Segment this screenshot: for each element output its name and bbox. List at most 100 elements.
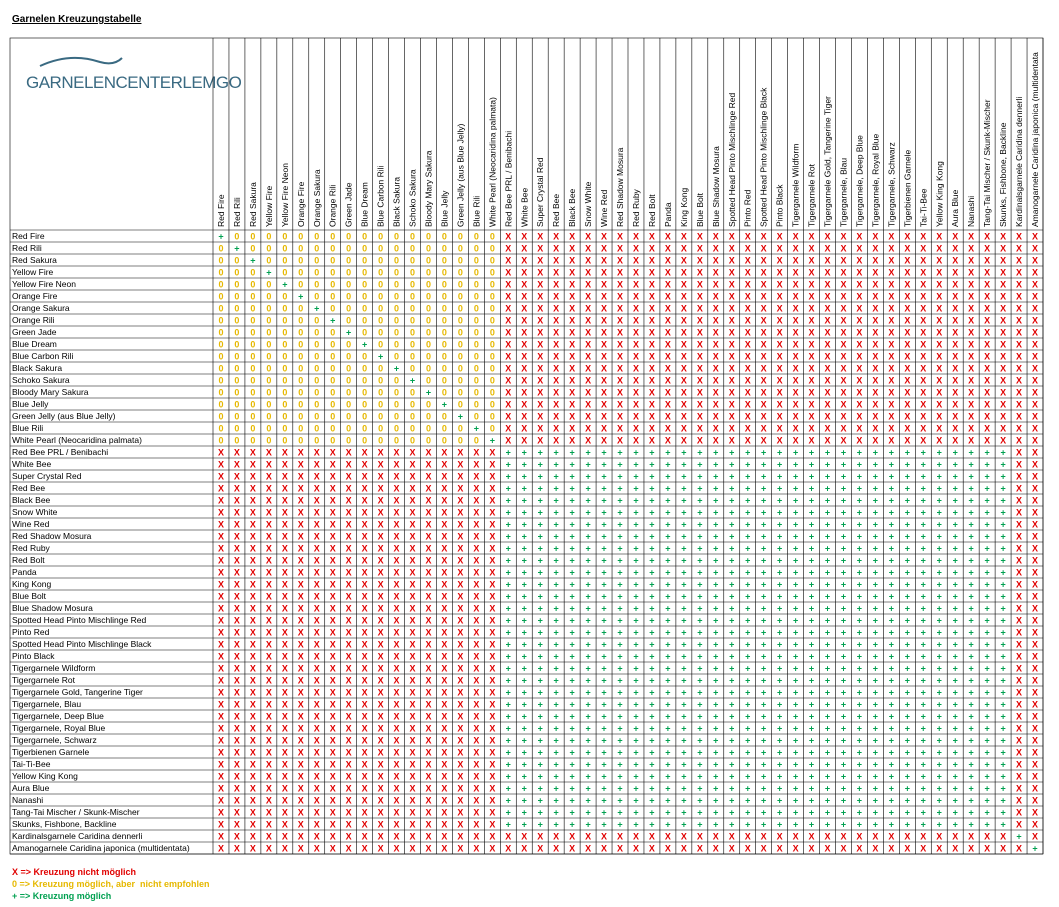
cell: +	[889, 544, 894, 554]
cell: X	[1032, 700, 1038, 710]
cell: +	[585, 448, 590, 458]
cell: X	[362, 484, 368, 494]
cell: +	[969, 652, 974, 662]
cell: X	[410, 748, 416, 758]
cell: +	[633, 700, 638, 710]
cell: +	[857, 688, 862, 698]
cell: X	[777, 292, 783, 302]
cell: X	[777, 400, 783, 410]
cell: 0	[330, 340, 335, 350]
cell: +	[665, 616, 670, 626]
cell: X	[425, 676, 431, 686]
cell: X	[649, 304, 655, 314]
cell: X	[793, 400, 799, 410]
cell: 0	[458, 280, 463, 290]
cell: 0	[314, 280, 319, 290]
cell: X	[218, 808, 224, 818]
cell: +	[793, 808, 798, 818]
cell: X	[505, 292, 511, 302]
cell: X	[362, 820, 368, 830]
cell: X	[394, 448, 400, 458]
cell: +	[921, 820, 926, 830]
cell: X	[1032, 796, 1038, 806]
cell: X	[394, 628, 400, 638]
column-header: Blue Carbon Rili	[376, 165, 386, 227]
cell: +	[330, 316, 335, 326]
cell: +	[601, 808, 606, 818]
cell: X	[250, 676, 256, 686]
cell: +	[953, 688, 958, 698]
cell: X	[266, 568, 272, 578]
cell: +	[506, 712, 511, 722]
cell: 0	[394, 316, 399, 326]
cell: +	[873, 460, 878, 470]
cell: X	[697, 364, 703, 374]
cell: X	[330, 520, 336, 530]
column-header: Tigergarnele Wildform	[791, 144, 801, 227]
cell: X	[250, 640, 256, 650]
cell: +	[953, 496, 958, 506]
cell: +	[570, 652, 575, 662]
cell: X	[362, 700, 368, 710]
cell: X	[697, 256, 703, 266]
cell: X	[729, 280, 735, 290]
cell: +	[921, 652, 926, 662]
cell: X	[968, 292, 974, 302]
cell: X	[936, 304, 942, 314]
cell: X	[681, 304, 687, 314]
cell: +	[841, 640, 846, 650]
cell: X	[952, 400, 958, 410]
cell: X	[665, 424, 671, 434]
cell: X	[968, 424, 974, 434]
cell: +	[633, 640, 638, 650]
cell: 0	[234, 424, 239, 434]
cell: +	[825, 484, 830, 494]
cell: X	[968, 436, 974, 446]
cell: 0	[474, 352, 479, 362]
cell: X	[809, 268, 815, 278]
cell: +	[1000, 616, 1005, 626]
cell: X	[553, 412, 559, 422]
cell: +	[921, 544, 926, 554]
cell: +	[921, 712, 926, 722]
cell: X	[441, 724, 447, 734]
cell: X	[473, 652, 479, 662]
cell: +	[713, 496, 718, 506]
cell: X	[410, 736, 416, 746]
cell: 0	[314, 400, 319, 410]
cell: X	[314, 664, 320, 674]
cell: +	[857, 592, 862, 602]
cell: +	[985, 688, 990, 698]
cell: +	[665, 676, 670, 686]
cell: X	[1032, 676, 1038, 686]
cell: X	[761, 412, 767, 422]
cell: +	[729, 544, 734, 554]
cell: X	[298, 628, 304, 638]
column-header: King Kong	[679, 188, 689, 227]
cell: X	[1016, 736, 1022, 746]
cell: +	[570, 736, 575, 746]
cell: +	[905, 664, 910, 674]
cell: X	[330, 616, 336, 626]
cell: X	[585, 400, 591, 410]
cell: X	[761, 400, 767, 410]
cell: X	[761, 256, 767, 266]
cell: 0	[458, 328, 463, 338]
cell: X	[665, 244, 671, 254]
row-header: Tigergarnele, Schwarz	[12, 735, 97, 745]
cell: +	[937, 772, 942, 782]
cell: X	[888, 340, 894, 350]
cell: +	[761, 472, 766, 482]
cell: +	[601, 484, 606, 494]
cell: 0	[458, 424, 463, 434]
row-header: Orange Fire	[12, 291, 58, 301]
cell: +	[554, 580, 559, 590]
cell: +	[522, 748, 527, 758]
cell: +	[777, 640, 782, 650]
cell: X	[793, 232, 799, 242]
cell: X	[713, 280, 719, 290]
cell: X	[1016, 388, 1022, 398]
cell: +	[873, 604, 878, 614]
cell: +	[761, 724, 766, 734]
cell: +	[1000, 580, 1005, 590]
